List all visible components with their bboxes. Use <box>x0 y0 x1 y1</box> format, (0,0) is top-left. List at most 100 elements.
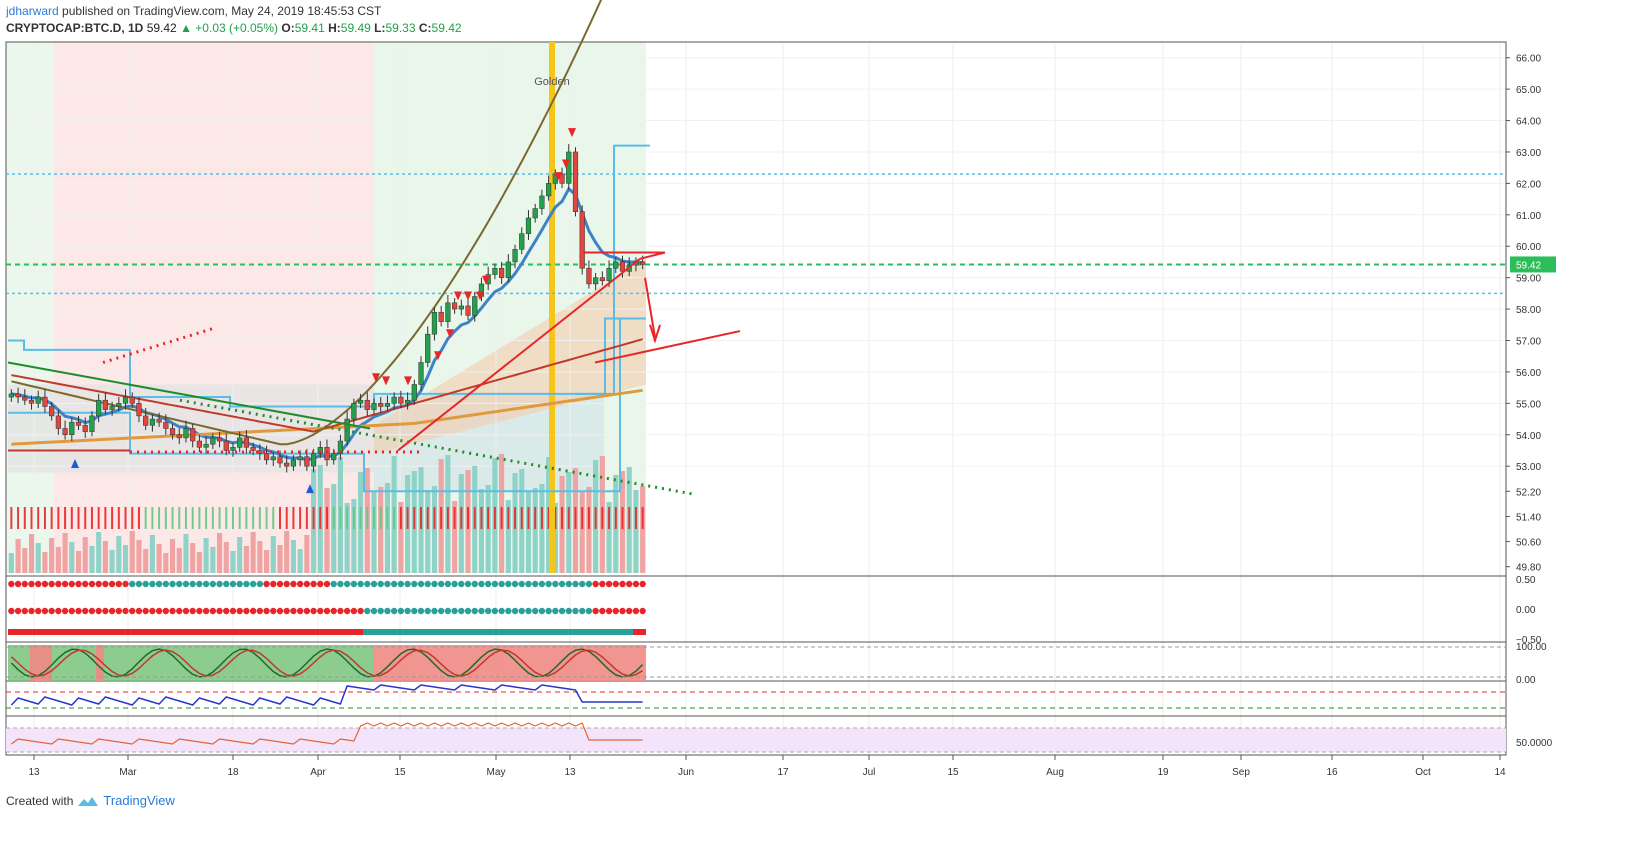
close-value: 59.42 <box>431 21 462 35</box>
strip-mark <box>500 507 503 529</box>
volume-bar <box>290 540 296 573</box>
indicator-dot <box>612 607 619 615</box>
trend-bar-red <box>8 629 363 635</box>
indicator-dot <box>108 607 116 615</box>
pane2-tick-label: 0.00 <box>1516 675 1536 686</box>
indicator-dot <box>236 607 243 615</box>
triangle-apex-line <box>639 251 666 260</box>
price-chart[interactable]: Golden66.0065.0064.0063.0062.0061.0060.0… <box>0 0 1627 785</box>
indicator-dot <box>632 607 640 615</box>
volume-bar <box>62 533 68 573</box>
indicator-dot <box>135 580 143 588</box>
triangle-lower-line <box>397 258 641 452</box>
strip-mark <box>64 507 67 529</box>
price-tick-label: 60.00 <box>1516 242 1541 253</box>
high-label: H: <box>328 21 341 35</box>
candle-body <box>62 428 68 436</box>
time-tick-label: 19 <box>1157 767 1169 778</box>
stoch-zone-red <box>96 645 104 681</box>
indicator-dot <box>303 607 311 615</box>
indicator-dot <box>68 580 76 588</box>
indicator-dot <box>263 607 270 615</box>
time-tick-label: 14 <box>1494 767 1506 778</box>
indicator-dot <box>552 607 559 615</box>
time-tick-label: Jul <box>863 767 876 778</box>
candle-body <box>411 384 417 401</box>
candle-body <box>613 261 619 269</box>
trend-bar-teal <box>363 629 633 635</box>
indicator-dot <box>88 607 96 615</box>
symbol-name: CRYPTOCAP:BTC.D, 1D <box>6 21 144 35</box>
candle-body <box>599 277 605 282</box>
time-tick-label: 13 <box>564 767 576 778</box>
strip-mark <box>151 507 154 529</box>
strip-mark <box>520 507 523 529</box>
strip-mark <box>426 507 429 529</box>
candle-body <box>438 311 444 322</box>
strip-mark <box>50 507 53 529</box>
tradingview-brand[interactable]: TradingView <box>103 793 175 808</box>
indicator-dot <box>552 580 559 588</box>
time-tick-label: Mar <box>119 767 137 778</box>
indicator-dot <box>196 607 203 615</box>
indicator-dot <box>283 580 290 588</box>
indicator-dot <box>411 580 418 588</box>
indicator-dot <box>296 580 304 588</box>
indicator-dot <box>417 580 425 588</box>
indicator-dot <box>28 580 35 588</box>
indicator-dot <box>115 580 123 588</box>
indicator-dot <box>518 607 525 615</box>
indicator-dot <box>350 580 358 588</box>
indicator-dot <box>505 607 512 615</box>
symbol-info: CRYPTOCAP:BTC.D, 1D 59.42 ▲ +0.03 (+0.05… <box>6 21 462 35</box>
candle-body <box>317 447 323 454</box>
indicator-dot <box>478 580 485 588</box>
volume-bar <box>69 542 75 573</box>
indicator-dot <box>592 607 599 615</box>
time-tick-label: May <box>487 767 506 778</box>
author-name[interactable]: jdharward <box>6 4 59 18</box>
volume-bar <box>163 553 169 573</box>
indicator-dot <box>290 580 297 588</box>
candle-body <box>82 425 88 432</box>
strip-mark <box>90 507 93 529</box>
time-tick-label: Sep <box>1232 767 1250 778</box>
sell-signal-icon <box>562 159 570 169</box>
volume-bar <box>75 551 82 573</box>
candle-body <box>559 173 565 184</box>
candle-body <box>593 277 599 285</box>
price-tick-label: 49.80 <box>1516 563 1541 574</box>
candle-body <box>136 403 142 417</box>
indicator-dot <box>249 580 257 588</box>
indicator-dot <box>431 580 438 588</box>
indicator-dot <box>263 580 270 588</box>
indicator-dot <box>14 580 22 588</box>
volume-bar <box>49 538 55 573</box>
volume-bar <box>223 542 229 573</box>
indicator-dot <box>95 607 102 615</box>
indicator-dot <box>310 580 317 588</box>
candle-body <box>619 261 626 272</box>
time-tick-label: Apr <box>310 767 326 778</box>
strip-mark <box>326 507 328 529</box>
volume-bar <box>586 487 592 573</box>
indicator-dot <box>626 607 633 615</box>
indicator-dot <box>95 580 102 588</box>
volume-bar <box>297 549 303 573</box>
candle-body <box>237 437 243 448</box>
strip-mark <box>359 507 362 529</box>
buy-signal-icon <box>71 459 79 469</box>
strip-mark <box>440 507 443 529</box>
candle-body <box>384 403 391 407</box>
strip-mark <box>211 507 214 529</box>
indicator-dot <box>169 580 176 588</box>
indicator-dot <box>270 580 277 588</box>
indicator-dot <box>464 607 472 615</box>
candle-body <box>337 440 344 454</box>
indicator-dot <box>585 580 593 588</box>
candle-body <box>230 447 236 451</box>
volume-bar <box>304 535 310 573</box>
indicator-dot <box>75 607 82 615</box>
volume-bar <box>169 539 176 573</box>
channel-upper <box>8 317 646 408</box>
